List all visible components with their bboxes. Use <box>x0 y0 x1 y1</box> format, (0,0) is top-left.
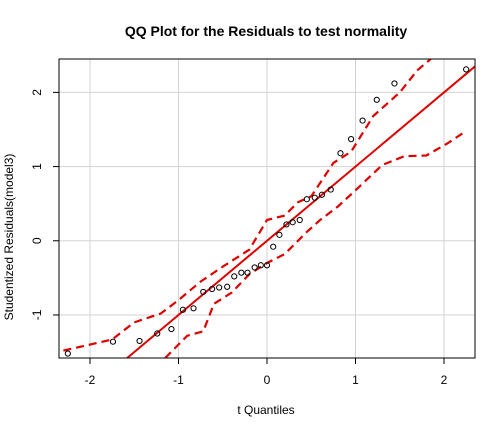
data-point <box>318 191 325 198</box>
data-point <box>168 325 175 333</box>
grid <box>59 59 475 358</box>
data-point <box>190 305 197 312</box>
x-tick-label: 0 <box>264 373 271 387</box>
y-tick-label: 1 <box>30 163 44 170</box>
y-tick-label: -1 <box>30 309 44 320</box>
x-tick-label: -2 <box>85 373 96 387</box>
data-point <box>373 96 380 103</box>
data-point <box>289 219 296 226</box>
data-point <box>224 283 231 290</box>
data-point <box>347 136 355 143</box>
x-tick-label: 2 <box>441 373 448 387</box>
data-point <box>283 221 290 228</box>
data-point <box>200 288 207 296</box>
chart-title: QQ Plot for the Residuals to test normal… <box>125 23 408 39</box>
data-point <box>251 264 258 271</box>
data-point <box>359 117 366 124</box>
data-point <box>337 150 344 157</box>
data-point <box>136 337 143 345</box>
data-point <box>463 66 470 73</box>
envelope-lower <box>164 130 467 358</box>
y-tick-label: 0 <box>30 237 44 244</box>
data-point <box>244 269 251 276</box>
reference-line <box>125 65 475 358</box>
data-points <box>64 66 470 357</box>
x-tick-label: -1 <box>173 373 184 387</box>
data-point <box>209 285 216 293</box>
data-point <box>263 262 271 269</box>
reference-line-group <box>125 65 475 358</box>
data-point <box>276 231 283 238</box>
data-point <box>391 80 398 87</box>
confidence-envelope <box>63 59 467 358</box>
y-axis: -1 0 1 2 <box>30 89 59 320</box>
envelope-upper <box>63 59 432 352</box>
x-axis-label: t Quantiles <box>237 403 294 417</box>
data-point <box>154 330 161 337</box>
data-point <box>179 306 187 313</box>
y-tick-label: 2 <box>30 89 44 96</box>
data-point <box>64 350 71 357</box>
data-point <box>257 262 264 269</box>
data-point <box>216 284 223 291</box>
data-point <box>231 273 238 280</box>
data-point <box>311 194 318 201</box>
x-tick-label: 1 <box>352 373 359 387</box>
data-point <box>238 269 245 276</box>
data-point <box>303 196 310 203</box>
x-axis: -2 -1 0 1 2 <box>85 358 448 387</box>
data-point <box>109 338 117 345</box>
data-point <box>327 186 334 193</box>
data-point <box>270 243 277 250</box>
data-point <box>296 216 303 224</box>
y-axis-label: Studentized Residuals(model3) <box>2 154 16 321</box>
